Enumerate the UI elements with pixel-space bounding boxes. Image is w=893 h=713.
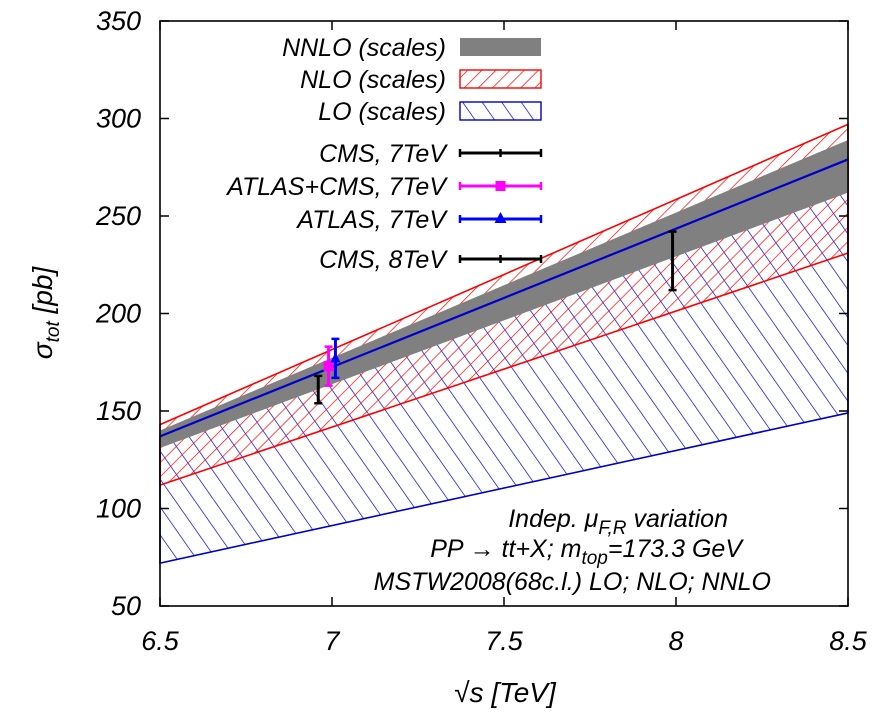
measurement-point-3 [668, 230, 677, 292]
legend-entry-2: LO (scales) [318, 98, 542, 126]
measurement-point-1 [323, 345, 334, 387]
marker-triangle [330, 352, 341, 363]
legend-swatch [459, 69, 542, 89]
annotation-line-2: PP → tt+X; mtop=173.3 GeV [430, 535, 744, 569]
y-tick-label: 250 [95, 201, 141, 231]
legend-entry-0: NNLO (scales) [282, 34, 541, 62]
legend-entry-3: CMS, 7TeV [319, 140, 543, 168]
marker-square [323, 361, 334, 372]
x-axis: 6.5 7 7.5 8 8.5 [141, 21, 868, 656]
x-tick-label: 7.5 [485, 626, 524, 656]
x-tick-label: 6.5 [141, 626, 180, 656]
y-tick-label: 350 [96, 6, 141, 36]
legend-label: ATLAS+CMS, 7TeV [225, 173, 448, 201]
measurement-point-2 [330, 337, 341, 380]
legend-label: ATLAS, 7TeV [295, 206, 448, 234]
legend-label: NNLO (scales) [282, 34, 446, 62]
y-tick-label: 200 [95, 299, 141, 329]
legend-marker-square [495, 181, 506, 191]
annotation-line-3: MSTW2008(68c.l.) LO; NLO; NNLO [374, 568, 771, 596]
legend-marker-triangle [494, 212, 507, 223]
y-tick-label: 150 [96, 396, 141, 426]
y-axis: 50 100 150 200 250 300 350 [95, 6, 848, 621]
legend-swatch [459, 101, 542, 121]
legend-entry-6: CMS, 8TeV [319, 246, 543, 274]
y-tick-label: 100 [96, 494, 141, 524]
legend-label: CMS, 8TeV [319, 246, 448, 274]
x-tick-label: 8 [668, 626, 683, 656]
legend: NNLO (scales) NLO (scales) LO (scales) CMS,… [225, 34, 543, 274]
y-axis-label: σtot [pb] [27, 266, 64, 360]
legend-entry-5: ATLAS, 7TeV [295, 206, 543, 234]
annotation-line-1: Indep. μF,R variation [508, 505, 728, 539]
annotation: Indep. μF,R variation PP → tt+X; mtop=17… [374, 505, 771, 596]
x-axis-label: √s [TeV] [454, 677, 557, 708]
measurement-point-0 [314, 374, 323, 405]
legend-entry-4: ATLAS+CMS, 7TeV [225, 173, 543, 201]
legend-swatch [460, 38, 541, 56]
x-tick-label: 8.5 [829, 626, 868, 656]
legend-label: NLO (scales) [300, 66, 446, 94]
measurements [314, 230, 677, 405]
legend-entry-1: NLO (scales) [300, 66, 542, 94]
y-tick-label: 50 [111, 591, 141, 621]
x-tick-label: 7 [324, 626, 340, 656]
legend-label: LO (scales) [318, 98, 446, 126]
band-lo-upper-edge [159, 158, 849, 438]
y-tick-label: 300 [96, 104, 141, 134]
legend-label: CMS, 7TeV [319, 140, 448, 168]
